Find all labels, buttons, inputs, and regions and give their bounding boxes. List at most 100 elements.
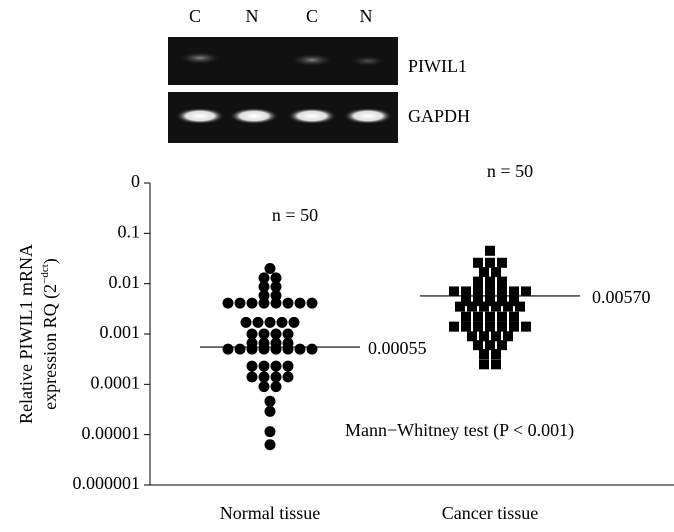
gel-band	[288, 108, 336, 124]
data-point	[485, 245, 495, 256]
data-point	[497, 296, 507, 307]
gel-band	[350, 56, 386, 66]
data-point	[467, 331, 477, 342]
median-label: 0.00570	[592, 287, 651, 307]
data-point	[449, 286, 459, 297]
data-point	[270, 371, 282, 383]
data-point	[276, 316, 288, 328]
data-point	[234, 343, 246, 355]
y-tick-label: 0.01	[109, 272, 141, 292]
data-point	[485, 286, 495, 297]
data-point	[294, 343, 306, 355]
data-point	[240, 316, 252, 328]
data-point	[503, 331, 513, 342]
data-point	[282, 297, 294, 309]
y-axis-label: expression RQ (2−dct)	[39, 258, 62, 410]
data-point	[509, 321, 519, 332]
x-tick-label: Normal tissue	[220, 503, 321, 523]
data-point	[509, 296, 519, 307]
data-point	[258, 281, 270, 293]
y-tick-label: 0.00001	[82, 423, 141, 443]
data-point	[246, 360, 258, 372]
data-point	[246, 297, 258, 309]
data-point	[485, 311, 495, 322]
data-point	[294, 297, 306, 309]
median-label: 0.00055	[368, 338, 427, 358]
data-point	[246, 328, 258, 340]
annotation: Mann−Whitney test (P < 0.001)	[345, 420, 574, 441]
data-point	[461, 311, 471, 322]
data-point	[491, 301, 501, 312]
gel-band	[230, 108, 278, 124]
data-point	[491, 331, 501, 342]
gel-band	[292, 54, 332, 66]
data-point	[485, 296, 495, 307]
data-point	[497, 286, 507, 297]
data-point	[252, 316, 264, 328]
y-tick-label: 0.001	[100, 322, 141, 342]
data-point	[246, 371, 258, 383]
data-point	[258, 297, 270, 309]
data-point	[491, 359, 501, 370]
data-point	[461, 296, 471, 307]
y-tick-label: 0.0001	[91, 372, 141, 392]
data-point	[473, 311, 483, 322]
data-point	[264, 405, 276, 417]
data-point	[515, 301, 525, 312]
gel-row-label: GAPDH	[408, 106, 470, 126]
gel-band	[176, 108, 224, 124]
data-point	[461, 321, 471, 332]
data-point	[473, 276, 483, 287]
data-point	[509, 286, 519, 297]
data-point	[258, 343, 270, 355]
data-point	[497, 321, 507, 332]
data-point	[270, 360, 282, 372]
annotation: n = 50	[487, 161, 533, 181]
data-point	[258, 328, 270, 340]
lane-label: N	[246, 6, 259, 26]
y-axis-label-sup: −dct	[39, 264, 51, 284]
data-point	[270, 343, 282, 355]
data-point	[264, 439, 276, 451]
y-axis-label-part: expression RQ (2	[40, 284, 61, 410]
data-point	[491, 267, 501, 278]
data-point	[449, 321, 459, 332]
data-point	[479, 331, 489, 342]
data-point	[258, 272, 270, 284]
data-point	[503, 301, 513, 312]
data-point	[264, 426, 276, 438]
data-point	[485, 321, 495, 332]
data-point	[473, 340, 483, 351]
data-point	[473, 286, 483, 297]
data-point	[473, 257, 483, 268]
data-point	[509, 311, 519, 322]
data-point	[246, 343, 258, 355]
data-point	[485, 276, 495, 287]
data-point	[270, 281, 282, 293]
data-point	[485, 340, 495, 351]
data-point	[479, 301, 489, 312]
data-point	[521, 321, 531, 332]
lane-label: C	[306, 6, 318, 26]
data-point	[306, 297, 318, 309]
y-tick-label: 0.000001	[73, 473, 141, 493]
data-point	[264, 263, 276, 275]
data-point	[282, 328, 294, 340]
data-point	[461, 286, 471, 297]
data-point	[270, 328, 282, 340]
data-point	[455, 301, 465, 312]
lane-label: N	[360, 6, 373, 26]
data-point	[497, 311, 507, 322]
data-point	[497, 340, 507, 351]
data-point	[479, 349, 489, 360]
data-point	[473, 321, 483, 332]
gel-row-label: PIWIL1	[408, 56, 467, 76]
data-point	[258, 360, 270, 372]
data-point	[270, 297, 282, 309]
annotation: n = 50	[272, 205, 318, 225]
data-point	[282, 343, 294, 355]
data-point	[270, 381, 282, 393]
data-point	[497, 257, 507, 268]
data-point	[234, 297, 246, 309]
